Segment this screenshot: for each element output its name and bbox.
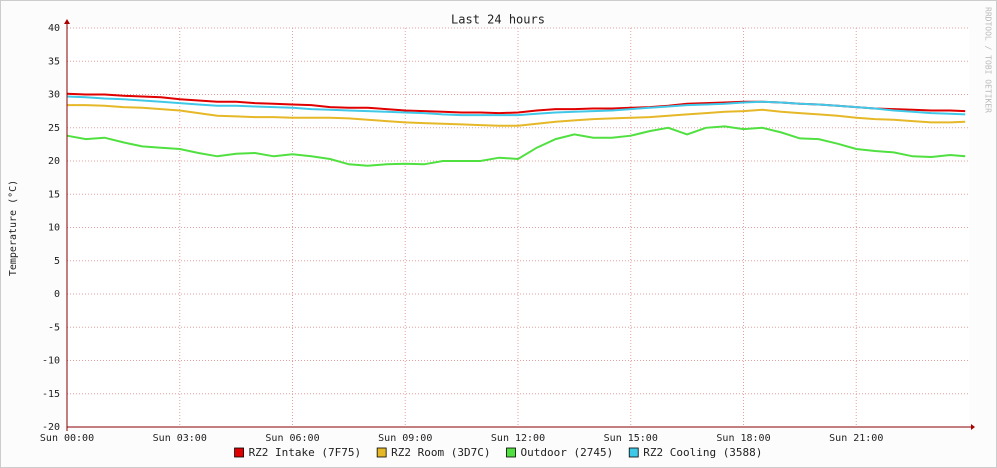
x-tick-label: Sun 18:00 [716, 433, 770, 444]
legend: RZ2 Intake (7F75) RZ2 Room (3D7C) Outdoor … [234, 446, 762, 459]
x-tick-label: Sun 00:00 [40, 433, 94, 444]
y-tick-label: 30 [48, 90, 60, 101]
y-tick-label: 10 [48, 223, 60, 234]
legend-label: RZ2 Cooling (3588) [643, 446, 762, 459]
series-line [66, 125, 966, 167]
x-tick-label: Sun 09:00 [378, 433, 432, 444]
legend-label: RZ2 Intake (7F75) [249, 446, 362, 459]
y-tick-label: 0 [54, 289, 60, 300]
grid [66, 27, 969, 428]
series-line [66, 95, 966, 117]
x-tick-label: Sun 06:00 [265, 433, 319, 444]
legend-swatch [506, 447, 516, 458]
y-tick-label: 5 [54, 256, 60, 267]
y-tick-label: 25 [48, 123, 60, 134]
y-tick-label: 20 [48, 156, 60, 167]
y-arrow [64, 19, 70, 24]
x-tick-label: Sun 21:00 [829, 433, 883, 444]
x-tick-label: Sun 15:00 [604, 433, 658, 444]
y-tick-label: -15 [42, 389, 60, 400]
y-axis-label: Temperature (°C) [8, 180, 19, 276]
legend-swatch [376, 447, 387, 458]
x-tick-label: Sun 03:00 [153, 433, 207, 444]
x-arrow [971, 424, 975, 430]
y-tick-label: 35 [48, 56, 60, 67]
x-tick-label: Sun 12:00 [491, 433, 545, 444]
y-tick-label: 15 [48, 189, 60, 200]
lines [66, 92, 966, 167]
y-tick-label: -10 [42, 356, 60, 367]
chart-title: Last 24 hours [451, 13, 545, 27]
y-tick-label: -20 [42, 422, 60, 433]
watermark: RRDTOOL / TOBI OETIKER [984, 7, 993, 113]
y-tick-label: 40 [48, 23, 60, 34]
legend-swatch [628, 447, 639, 458]
legend-label: Outdoor (2745) [521, 446, 614, 459]
y-tick-label: -5 [48, 322, 60, 333]
legend-label: RZ2 Room (3D7C) [391, 446, 490, 459]
series-line [67, 104, 966, 127]
legend-swatch [234, 447, 244, 458]
